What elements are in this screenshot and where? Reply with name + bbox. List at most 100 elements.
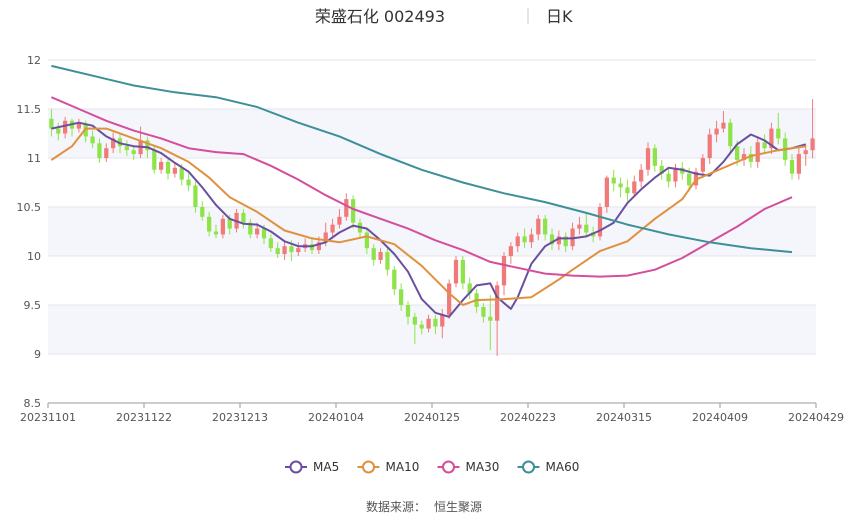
x-tick-label: 20231101: [20, 411, 76, 424]
candle-body: [748, 154, 753, 162]
candle-body: [282, 246, 287, 255]
moving-average-lines: [50, 64, 806, 318]
candle-body: [385, 252, 390, 270]
legend-item-ma5: MA5: [285, 460, 339, 474]
candle-body: [97, 143, 102, 158]
candle-body: [796, 154, 801, 174]
candle-body: [111, 138, 116, 149]
candle-body: [639, 169, 644, 182]
y-tick-label: 10: [27, 250, 41, 263]
candle-body: [124, 146, 129, 151]
y-tick-label: 9.5: [24, 299, 42, 312]
candle-body: [289, 246, 294, 253]
candle-body: [145, 140, 150, 151]
legend-label: MA60: [546, 460, 580, 474]
source-name: 恒生聚源: [434, 500, 482, 514]
candle-body: [700, 158, 705, 172]
candle-body: [577, 224, 582, 229]
candle-body: [543, 218, 548, 235]
candle-body: [159, 161, 164, 170]
legend-marker: [522, 460, 535, 474]
x-tick-label: 20240223: [500, 411, 556, 424]
candle-body: [529, 234, 534, 243]
y-tick-label: 11: [27, 152, 41, 165]
candle-body: [652, 148, 657, 166]
candle-body: [803, 150, 808, 155]
candle-body: [344, 199, 349, 217]
candle-body: [687, 173, 692, 186]
y-tick-label: 12: [27, 54, 41, 67]
candle-body: [508, 246, 513, 256]
candle-body: [453, 259, 459, 284]
candle-body: [378, 252, 383, 260]
candle-body: [392, 269, 397, 290]
candle-body: [714, 128, 719, 135]
candle-body: [227, 218, 232, 229]
x-tick-label: 20240409: [692, 411, 748, 424]
candle-body: [584, 224, 589, 233]
candle-body: [172, 167, 177, 174]
candle-body: [769, 128, 774, 149]
candle-body: [433, 318, 438, 327]
candle-body: [645, 148, 651, 170]
candle-body: [776, 128, 781, 139]
candle-body: [364, 232, 369, 249]
x-tick-label: 20240104: [308, 411, 364, 424]
source-label: 数据来源：: [366, 499, 426, 514]
candle-body: [399, 289, 404, 305]
candle-body: [275, 248, 280, 255]
candle-body: [618, 183, 623, 188]
candle-body: [447, 283, 452, 315]
candle-body: [632, 181, 637, 194]
candle-body: [104, 148, 109, 158]
candle-body: [762, 142, 767, 149]
candle-body: [193, 185, 198, 207]
candle-body: [625, 187, 630, 194]
plot-band: [48, 354, 816, 403]
candle-body: [220, 218, 225, 235]
candle-body: [255, 228, 260, 235]
ma5-line: [51, 121, 806, 318]
candle-body: [467, 283, 472, 294]
candle-body: [131, 150, 136, 155]
legend: MA5 MA10 MA30 MA60: [285, 460, 579, 474]
candle-body: [56, 128, 61, 134]
candle-body: [330, 224, 335, 233]
candle-body: [789, 159, 795, 174]
ma10-line: [50, 127, 806, 306]
legend-marker: [442, 460, 455, 474]
candle-body: [268, 238, 273, 249]
x-tick-label: 20231213: [212, 411, 268, 424]
legend-label: MA10: [386, 460, 420, 474]
candle-body: [200, 207, 205, 217]
candle-body: [261, 228, 267, 239]
ma30-line: [51, 96, 793, 278]
candle-body: [755, 142, 760, 162]
period-label: 日K: [546, 7, 573, 26]
candle-body: [241, 212, 246, 223]
candle-body: [556, 236, 561, 245]
plot-band: [48, 305, 816, 354]
candle-body: [597, 207, 603, 237]
candle-body: [405, 305, 411, 317]
candle-body: [707, 134, 712, 158]
candle-body: [666, 173, 671, 182]
candle-body: [90, 136, 95, 144]
candle-body: [563, 236, 568, 247]
candle-body: [323, 232, 328, 243]
legend-item-ma60: MA60: [517, 460, 580, 474]
candle-body: [460, 259, 465, 284]
y-tick-label: 8.5: [24, 397, 42, 410]
candle-body: [371, 248, 376, 260]
candle-body: [248, 222, 253, 235]
candle-body: [186, 179, 191, 186]
plot-band: [48, 109, 816, 158]
plot-band: [48, 256, 816, 305]
chart-title: 荣盛石化 002493: [315, 7, 445, 26]
plot-background: [48, 60, 816, 403]
plot-band: [48, 207, 816, 256]
y-tick-label: 9: [34, 348, 41, 361]
candle-body: [721, 122, 726, 129]
legend-marker: [362, 460, 375, 474]
